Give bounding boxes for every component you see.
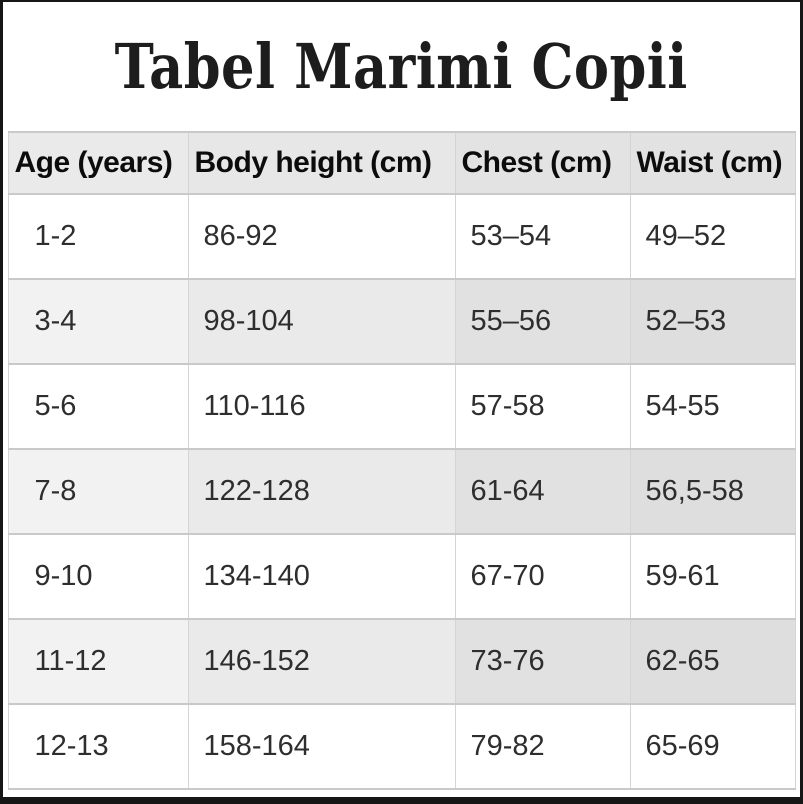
cell-age: 11-12 [7, 618, 189, 705]
cell-chest: 55–56 [454, 278, 631, 365]
cell-waist: 56,5-58 [629, 448, 796, 535]
page-title: Tabel Marimi Copii [114, 30, 689, 103]
cell-age: 3-4 [7, 278, 189, 365]
cell-chest: 53–54 [454, 193, 631, 280]
cell-height: 146-152 [187, 618, 456, 705]
cell-waist: 65-69 [629, 703, 796, 790]
column-header-age: Age (years) [7, 131, 189, 195]
column-header-waist: Waist (cm) [629, 131, 796, 195]
cell-chest: 67-70 [454, 533, 631, 620]
cell-chest: 73-76 [454, 618, 631, 705]
table-row: 7-8 122-128 61-64 56,5-58 [7, 448, 796, 535]
column-header-body-height: Body height (cm) [187, 131, 456, 195]
cell-height: 158-164 [187, 703, 456, 790]
cell-chest: 57-58 [454, 363, 631, 450]
table-row: 12-13 158-164 79-82 65-69 [7, 703, 796, 790]
title-area: Tabel Marimi Copii [3, 2, 800, 131]
table-row: 1-2 86-92 53–54 49–52 [7, 193, 796, 280]
size-table: Age (years) Body height (cm) Chest (cm) … [7, 131, 796, 790]
cell-chest: 79-82 [454, 703, 631, 790]
cell-height: 98-104 [187, 278, 456, 365]
table-row: 9-10 134-140 67-70 59-61 [7, 533, 796, 620]
table-row: 11-12 146-152 73-76 62-65 [7, 618, 796, 705]
cell-height: 86-92 [187, 193, 456, 280]
cell-waist: 54-55 [629, 363, 796, 450]
cell-age: 7-8 [7, 448, 189, 535]
header-row: Age (years) Body height (cm) Chest (cm) … [7, 131, 796, 195]
cell-chest: 61-64 [454, 448, 631, 535]
cell-waist: 52–53 [629, 278, 796, 365]
cell-height: 122-128 [187, 448, 456, 535]
cell-age: 12-13 [7, 703, 189, 790]
cell-waist: 62-65 [629, 618, 796, 705]
column-header-chest: Chest (cm) [454, 131, 631, 195]
cell-age: 9-10 [7, 533, 189, 620]
cell-age: 5-6 [7, 363, 189, 450]
cell-age: 1-2 [7, 193, 189, 280]
cell-waist: 49–52 [629, 193, 796, 280]
cell-waist: 59-61 [629, 533, 796, 620]
table-row: 5-6 110-116 57-58 54-55 [7, 363, 796, 450]
table-row: 3-4 98-104 55–56 52–53 [7, 278, 796, 365]
cell-height: 110-116 [187, 363, 456, 450]
cell-height: 134-140 [187, 533, 456, 620]
